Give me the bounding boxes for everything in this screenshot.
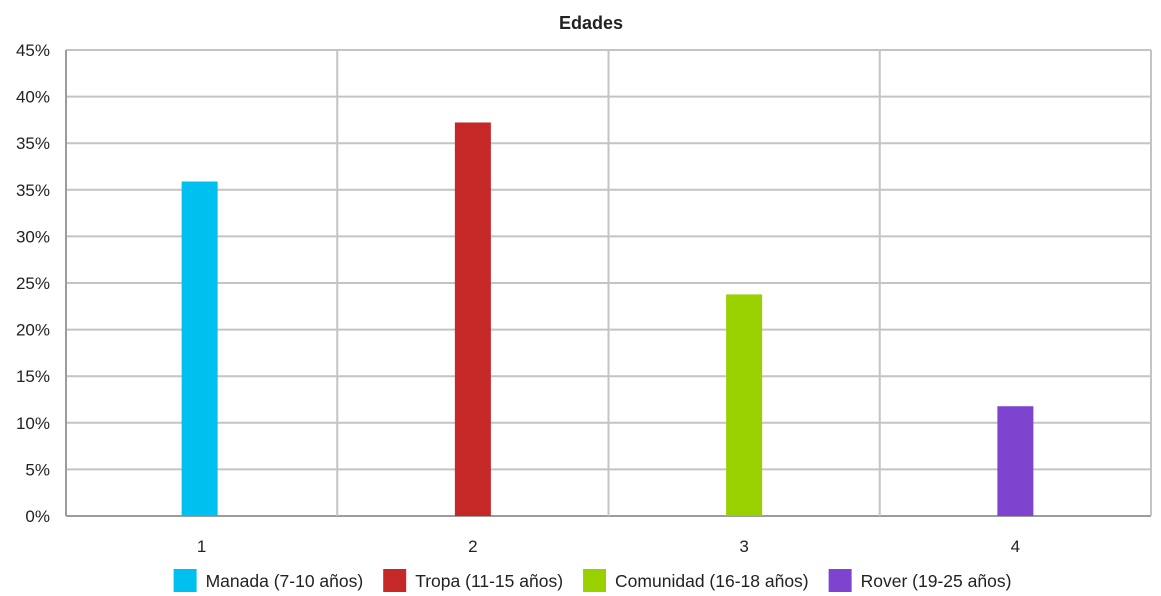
y-tick-label: 40% <box>16 88 50 107</box>
legend-label: Tropa (11-15 años) <box>415 571 563 591</box>
grid-lines <box>65 49 1152 517</box>
legend-item: Tropa (11-15 años) <box>383 569 563 592</box>
legend-item: Comunidad (16-18 años) <box>583 569 809 592</box>
x-tick-label-1: 1 <box>197 537 206 556</box>
y-axis-tick-labels: 0% 5% 10% 15% 20% 25% 30% 35% 35% 40% 45% <box>16 41 50 526</box>
x-tick-label-3: 3 <box>739 537 748 556</box>
x-tick-label-4: 4 <box>1011 537 1020 556</box>
chart-title: Edades <box>559 13 623 33</box>
y-tick-label: 20% <box>16 321 50 340</box>
y-tick-label: 30% <box>16 227 50 246</box>
y-tick-label: 15% <box>16 367 50 386</box>
y-tick-label: 5% <box>25 460 50 479</box>
legend-swatch <box>828 569 852 592</box>
bar-2 <box>454 122 491 516</box>
legend-label: Manada (7-10 años) <box>206 571 364 591</box>
y-tick-label: 25% <box>16 274 50 293</box>
legend-label: Rover (19-25 años) <box>861 571 1012 591</box>
y-tick-label: 0% <box>25 507 50 526</box>
y-tick-label: 35% <box>16 134 50 153</box>
bar-1 <box>181 181 218 516</box>
legend-item: Manada (7-10 años) <box>173 569 364 592</box>
legend: Manada (7-10 años) Tropa (11-15 años) Comu… <box>173 569 1012 592</box>
legend-swatch <box>383 569 407 592</box>
legend-swatch <box>173 569 197 592</box>
bars <box>181 122 1034 516</box>
legend-item: Rover (19-25 años) <box>828 569 1012 592</box>
y-tick-label: 10% <box>16 414 50 433</box>
x-axis-tick-labels: 1 2 3 4 <box>197 537 1020 556</box>
bar-3 <box>726 294 763 516</box>
legend-label: Comunidad (16-18 años) <box>615 571 809 591</box>
legend-swatch <box>583 569 607 592</box>
x-tick-label-2: 2 <box>468 537 477 556</box>
y-tick-label: 35% <box>16 181 50 200</box>
bar-4 <box>997 406 1034 516</box>
y-tick-label: 45% <box>16 41 50 60</box>
